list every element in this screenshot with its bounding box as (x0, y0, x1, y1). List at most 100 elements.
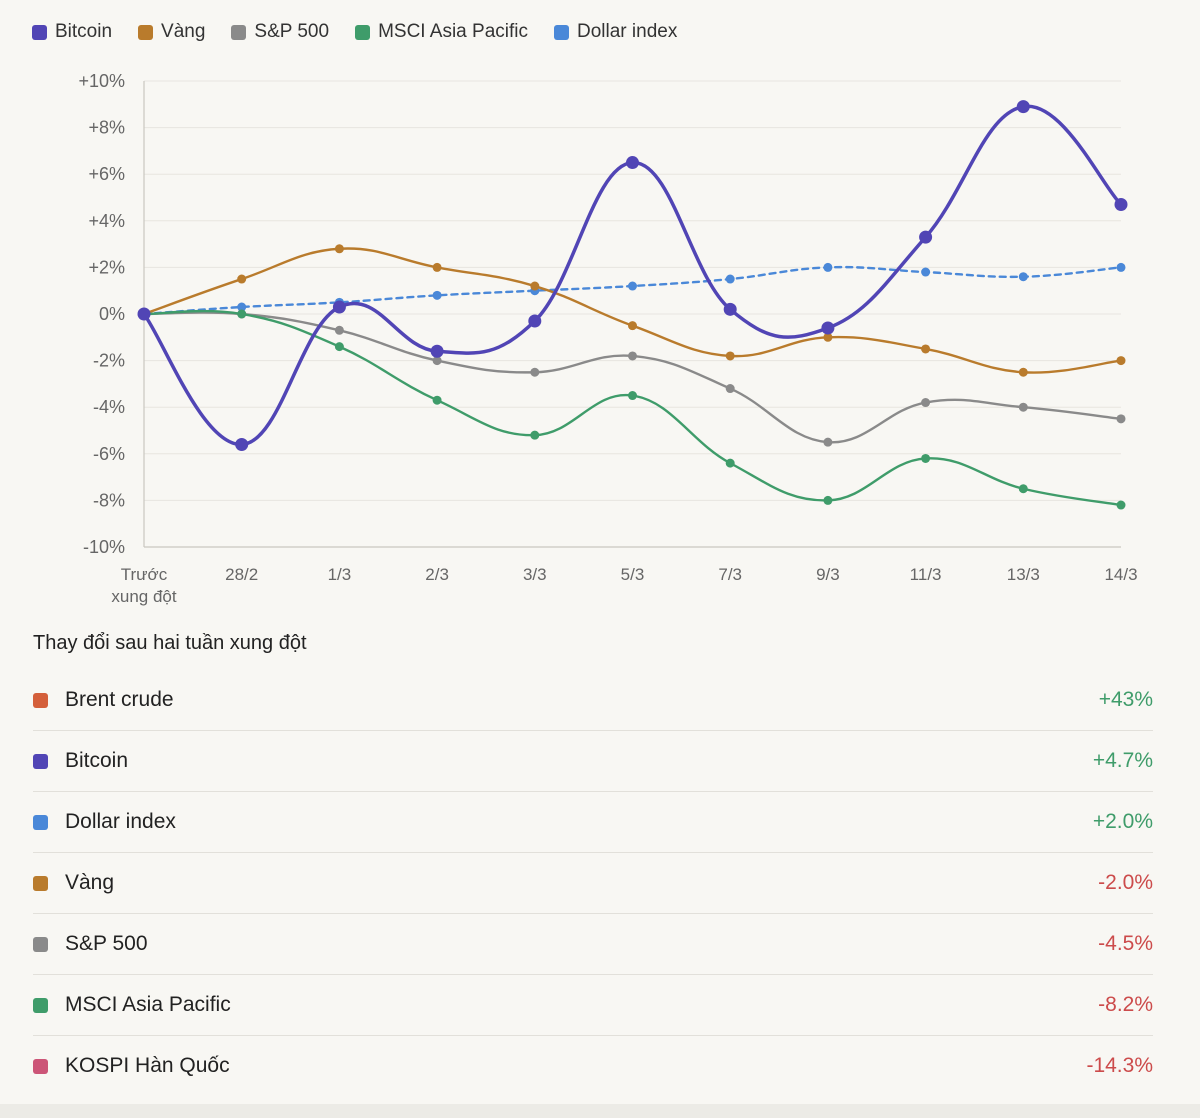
x-tick-label: 13/3 (1007, 565, 1040, 584)
data-point (530, 281, 540, 291)
data-point (1018, 367, 1028, 377)
data-point (626, 156, 639, 170)
data-point (432, 262, 442, 272)
data-point (530, 430, 540, 440)
data-point (334, 342, 344, 352)
change-swatch (33, 814, 48, 830)
y-tick-label: -8% (93, 490, 125, 510)
data-point (823, 332, 833, 342)
y-tick-label: -10% (83, 537, 125, 557)
x-tick-label: 9/3 (816, 565, 840, 584)
data-point (1018, 402, 1028, 412)
data-point (528, 314, 542, 328)
data-point (1018, 272, 1028, 282)
legend-label: S&P 500 (254, 21, 330, 42)
x-tick-label: 28/2 (225, 565, 258, 584)
y-tick-label: -2% (93, 351, 125, 371)
y-tick-label: -6% (93, 444, 125, 464)
change-value: -2.0% (1098, 871, 1153, 894)
change-name: Dollar index (65, 810, 176, 833)
y-tick-label: +10% (78, 71, 125, 91)
change-label-group: Vàng (33, 871, 114, 895)
series-line-msci-asia-pacific (142, 309, 1123, 507)
y-tick-label: +4% (88, 211, 125, 231)
change-swatch (33, 936, 48, 952)
x-tick-label: 7/3 (718, 565, 742, 584)
change-name: S&P 500 (65, 932, 148, 955)
chart-legend: Bitcoin Vàng S&P 500 MSCI Asia Pacific Dolla… (32, 18, 703, 46)
data-point (921, 453, 931, 463)
change-name: Bitcoin (65, 749, 129, 772)
legend-item[interactable]: S&P 500 (231, 21, 329, 43)
data-point (725, 274, 735, 284)
data-point (430, 344, 444, 358)
data-point (921, 344, 931, 354)
changes-title: Thay đổi sau hai tuần xung đột (33, 632, 307, 654)
data-point (1114, 197, 1128, 211)
change-label-group: MSCI Asia Pacific (33, 993, 231, 1017)
data-point (725, 458, 735, 468)
change-value: -8.2% (1098, 993, 1153, 1016)
data-point (725, 351, 735, 361)
legend-swatch (355, 24, 371, 40)
data-point (1016, 100, 1030, 114)
legend-item[interactable]: Bitcoin (32, 21, 112, 43)
change-swatch (33, 753, 48, 769)
x-tick-label: 3/3 (523, 565, 547, 584)
legend-label: Bitcoin (55, 21, 113, 42)
x-tick-label: 14/3 (1104, 565, 1137, 584)
data-point (921, 267, 931, 277)
data-point (628, 321, 637, 331)
legend-swatch (554, 24, 569, 40)
data-point (432, 395, 442, 405)
data-point (823, 437, 833, 447)
change-swatch (33, 997, 48, 1013)
change-row: Vàng -2.0% (33, 853, 1153, 914)
change-swatch (33, 875, 48, 891)
legend-item[interactable]: Dollar index (554, 21, 677, 43)
legend-swatch (138, 24, 154, 40)
x-tick-label: 1/3 (328, 565, 352, 584)
y-tick-label: +6% (88, 164, 125, 184)
change-label-group: S&P 500 (33, 932, 148, 956)
data-point (235, 437, 249, 451)
legend-item[interactable]: MSCI Asia Pacific (355, 21, 528, 43)
data-point (628, 281, 637, 291)
change-value: -14.3% (1086, 1054, 1153, 1077)
y-tick-label: +2% (88, 257, 125, 277)
change-label-group: Bitcoin (33, 749, 128, 773)
change-value: +43% (1098, 688, 1153, 711)
legend-swatch (231, 24, 247, 40)
data-point (628, 391, 637, 401)
y-tick-label: 0% (99, 304, 125, 324)
change-value: +4.7% (1092, 749, 1153, 772)
x-tick-label: 2/3 (425, 565, 449, 584)
data-point (628, 351, 637, 361)
change-row: Brent crude +43% (33, 670, 1153, 731)
y-tick-label: -4% (93, 397, 125, 417)
data-point (725, 384, 735, 394)
data-point (432, 290, 442, 300)
change-swatch (33, 1058, 48, 1074)
legend-label: MSCI Asia Pacific (378, 21, 528, 42)
data-point (823, 262, 833, 272)
data-point (919, 230, 933, 244)
legend-label: Dollar index (577, 21, 678, 42)
data-point (334, 244, 344, 254)
change-swatch (33, 692, 48, 708)
change-row: Dollar index +2.0% (33, 792, 1153, 853)
x-tick-label: 5/3 (621, 565, 645, 584)
data-point (1116, 500, 1126, 510)
bottom-strip (0, 1104, 1200, 1118)
legend-item[interactable]: Vàng (138, 21, 205, 43)
data-point (137, 307, 151, 321)
data-point (1116, 356, 1126, 366)
change-name: KOSPI Hàn Quốc (65, 1054, 230, 1077)
data-point (334, 325, 344, 335)
y-tick-label: +8% (88, 118, 125, 138)
series-line-s-p-500 (142, 311, 1123, 444)
series-line-dollar-index (142, 265, 1123, 316)
data-point (1116, 262, 1126, 272)
data-point (237, 309, 247, 319)
x-tick-label: Trước xung đột (111, 565, 176, 606)
